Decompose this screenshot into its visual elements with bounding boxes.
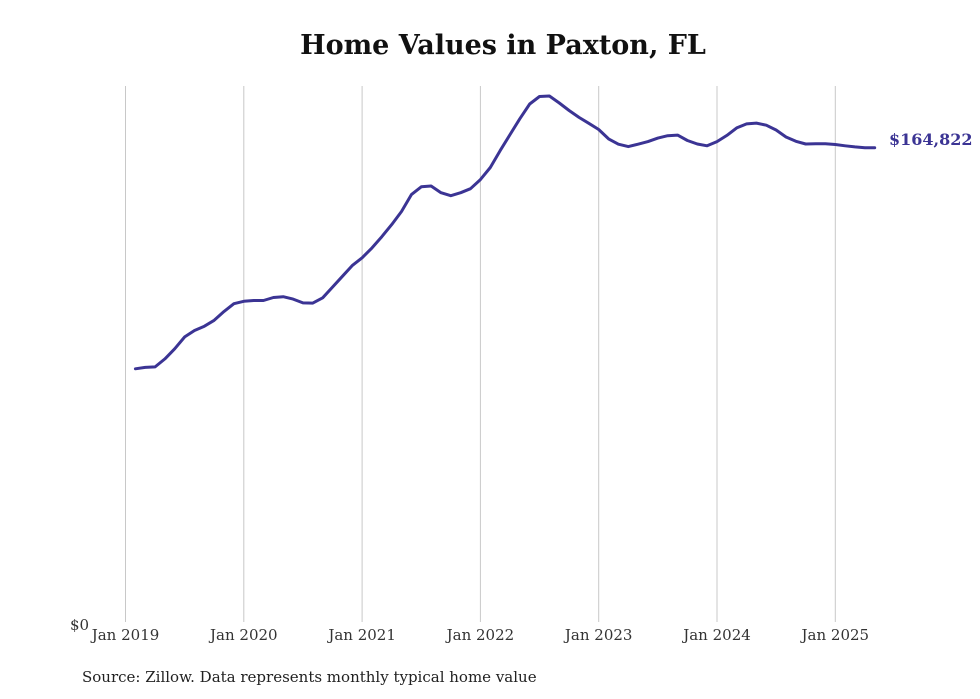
chart-title: Home Values in Paxton, FL: [300, 30, 706, 61]
latest-value-label: $164,822: [889, 130, 973, 149]
home-value-line: [133, 94, 877, 371]
source-note: Source: Zillow. Data represents monthly …: [82, 668, 537, 686]
x-tick-label: Jan 2021: [326, 626, 396, 644]
x-tick-label: Jan 2025: [800, 626, 870, 644]
x-tick-label: Jan 2024: [681, 626, 751, 644]
x-tick-labels: Jan 2019 Jan 2020 Jan 2021 Jan 2022 Jan 2023…: [90, 626, 869, 644]
x-tick-label: Jan 2019: [90, 626, 160, 644]
vertical-grid: [125, 86, 836, 622]
x-tick-label: Jan 2020: [208, 626, 278, 644]
x-tick-label: Jan 2022: [445, 626, 515, 644]
x-tick-label: Jan 2023: [563, 626, 633, 644]
y-axis-zero-label: $0: [70, 616, 89, 634]
